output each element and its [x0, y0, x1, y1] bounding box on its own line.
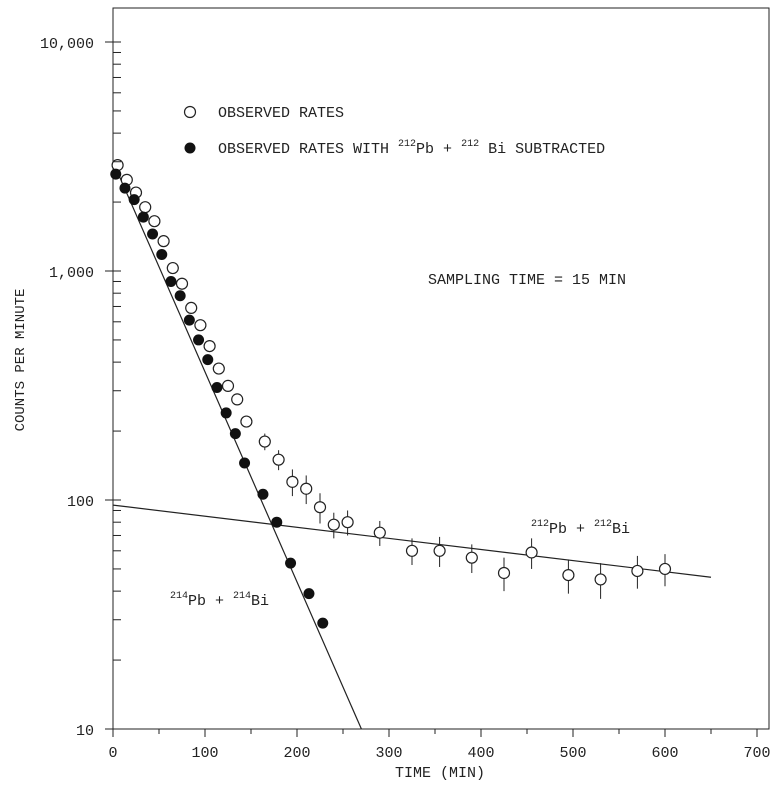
subtracted-rate-point	[271, 516, 283, 528]
subtracted-rate-point	[220, 407, 232, 419]
observed-rate-point	[212, 362, 225, 375]
subtracted-rate-point	[174, 290, 186, 302]
observed-rate-point	[313, 501, 327, 514]
observed-rate-point	[185, 301, 198, 315]
observed-rate-point	[373, 526, 386, 539]
legend-filled-marker	[184, 142, 196, 154]
x-tick-label: 100	[191, 745, 218, 762]
subtracted-rate-point	[183, 314, 195, 326]
x-axis-label: TIME (MIN)	[395, 765, 485, 782]
legend-subtracted-rates: OBSERVED RATES WITH 212Pb + 212 Bi SUBTR…	[218, 139, 605, 158]
observed-rate-point	[327, 518, 340, 531]
observed-rate-point	[231, 393, 244, 406]
plot-frame	[112, 7, 770, 730]
x-tick-label: 300	[375, 745, 402, 762]
subtracted-rate-point	[229, 428, 241, 440]
fit-line-1	[112, 161, 362, 730]
observed-rate-point	[175, 277, 189, 290]
observed-rate-point	[166, 261, 179, 275]
y-tick-label: 1,000	[49, 265, 94, 282]
observed-rate-point	[221, 379, 235, 392]
observed-rate-point	[631, 564, 644, 578]
sampling-time-annotation: SAMPLING TIME = 15 MIN	[428, 272, 626, 289]
observed-rate-point	[194, 319, 207, 332]
subtracted-rate-point	[193, 334, 205, 346]
pb214-bi214-annotation: 214Pb + 214Bi	[170, 591, 269, 610]
subtracted-rate-point	[303, 588, 315, 600]
subtracted-rate-point	[202, 354, 214, 366]
subtracted-rate-point	[239, 457, 251, 469]
observed-rate-point	[562, 568, 575, 582]
subtracted-rate-point	[257, 488, 269, 500]
pb212-bi212-annotation: 212Pb + 212Bi	[531, 519, 630, 538]
subtracted-rate-point	[165, 275, 177, 287]
y-tick-label: 100	[67, 494, 94, 511]
y-axis-label: COUNTS PER MINUTE	[13, 289, 29, 432]
y-tick-label: 10	[76, 723, 94, 740]
subtracted-rate-point	[128, 194, 140, 206]
x-tick-label: 700	[743, 745, 770, 762]
subtracted-rate-point	[211, 381, 223, 393]
subtracted-rate-point	[317, 617, 329, 629]
observed-rate-point	[240, 415, 253, 428]
subtracted-rate-point	[147, 228, 159, 240]
subtracted-rate-point	[156, 249, 168, 261]
subtracted-rate-point	[119, 182, 131, 194]
observed-rate-point	[148, 215, 161, 228]
observed-rate-point	[497, 566, 511, 580]
x-tick-label: 400	[467, 745, 494, 762]
observed-rate-point	[405, 544, 419, 557]
x-tick-label: 600	[651, 745, 678, 762]
legend-open-marker	[183, 105, 197, 119]
subtracted-rate-point	[137, 211, 149, 223]
observed-rate-point	[258, 435, 271, 448]
observed-rate-point	[594, 573, 607, 586]
x-tick-label: 500	[559, 745, 586, 762]
y-tick-label: 10,000	[40, 36, 94, 53]
subtracted-rate-point	[110, 168, 122, 180]
observed-rate-point	[658, 562, 672, 576]
observed-rate-point	[300, 482, 313, 495]
x-tick-label: 200	[283, 745, 310, 762]
x-tick-label: 0	[108, 745, 117, 762]
observed-rate-point	[157, 235, 170, 248]
legend-observed-rates: OBSERVED RATES	[218, 105, 344, 122]
observed-rate-point	[272, 453, 285, 466]
observed-rate-point	[525, 546, 538, 559]
observed-rate-point	[465, 551, 478, 564]
observed-rate-point	[139, 201, 152, 214]
subtracted-rate-point	[285, 557, 297, 569]
observed-rate-point	[286, 475, 299, 488]
observed-rate-point	[433, 544, 446, 557]
observed-rate-point	[203, 339, 216, 353]
observed-rate-point	[341, 516, 354, 529]
